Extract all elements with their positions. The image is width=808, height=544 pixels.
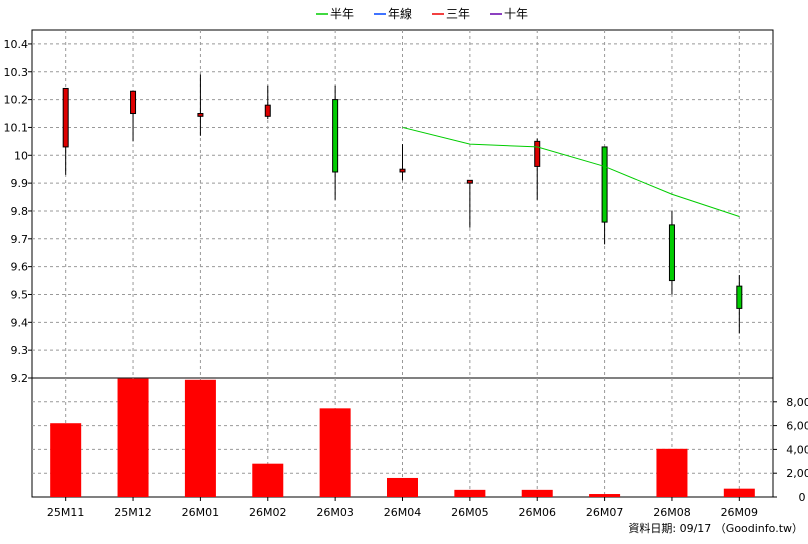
x-tick-label: 26M09 bbox=[721, 506, 759, 519]
legend: 半年 年線 三年 十年 bbox=[316, 6, 528, 21]
volume-bar bbox=[252, 463, 284, 497]
candle-body bbox=[736, 285, 743, 309]
price-y-tick-label: 9.7 bbox=[11, 233, 29, 246]
x-tick-label: 26M06 bbox=[518, 506, 556, 519]
volume-bar bbox=[319, 408, 351, 497]
price-y-tick-label: 9.4 bbox=[11, 316, 29, 329]
volume-y-axis: 0 2,000 4,000 6,000 8,000 bbox=[773, 396, 808, 504]
volume-y-tick-label: 0 bbox=[799, 491, 806, 504]
data-date-footer: 資料日期: 09/17 （Goodinfo.tw） bbox=[628, 521, 803, 535]
price-y-tick-label: 10.2 bbox=[4, 94, 29, 107]
x-tick-label: 26M01 bbox=[182, 506, 220, 519]
price-y-tick-label: 10.3 bbox=[4, 66, 29, 79]
volume-bar bbox=[117, 378, 149, 497]
x-tick-label: 26M03 bbox=[316, 506, 354, 519]
volume-y-tick-label: 6,000 bbox=[786, 420, 808, 433]
candle-body bbox=[264, 104, 271, 117]
candle-body bbox=[332, 99, 339, 173]
candle-body bbox=[534, 140, 541, 167]
price-panel: 9.2 9.3 9.4 9.5 9.6 9.7 9.8 9.9 10 10.1 10.2 10.3 10… bbox=[4, 29, 774, 385]
volume-bar bbox=[589, 494, 621, 497]
x-tick-label: 26M07 bbox=[586, 506, 624, 519]
price-y-tick-label: 9.5 bbox=[11, 288, 29, 301]
volume-bar bbox=[521, 489, 553, 497]
candle-body bbox=[130, 90, 137, 115]
x-tick-label: 26M08 bbox=[653, 506, 691, 519]
ma-line-半年 bbox=[402, 126, 740, 218]
volume-y-tick-label: 2,000 bbox=[786, 467, 808, 480]
candle-body bbox=[466, 179, 473, 184]
volume-panel: 0 2,000 4,000 6,000 8,000 bbox=[31, 377, 808, 504]
candle-body bbox=[62, 87, 69, 148]
volume-bar bbox=[454, 489, 486, 497]
price-y-tick-label: 9.6 bbox=[11, 261, 29, 274]
legend-label: 年線 bbox=[388, 6, 412, 21]
candlesticks bbox=[62, 74, 743, 334]
price-y-axis: 9.2 9.3 9.4 9.5 9.6 9.7 9.8 9.9 10 10.1 10.2 10.3 10… bbox=[4, 38, 32, 385]
candle-body bbox=[601, 146, 608, 223]
volume-bar bbox=[723, 488, 755, 497]
price-y-tick-label: 9.8 bbox=[11, 205, 29, 218]
x-tick-label: 26M05 bbox=[451, 506, 489, 519]
legend-label: 半年 bbox=[330, 7, 354, 21]
x-tick-label: 25M11 bbox=[47, 506, 85, 519]
candle-body bbox=[197, 113, 204, 117]
price-y-tick-label: 9.3 bbox=[11, 344, 29, 357]
volume-bar bbox=[50, 423, 82, 497]
x-tick-label: 26M04 bbox=[384, 506, 422, 519]
candle-body bbox=[668, 224, 675, 282]
volume-y-tick-label: 4,000 bbox=[786, 443, 808, 456]
volume-bars bbox=[50, 378, 755, 497]
candle-body bbox=[399, 168, 406, 173]
price-y-tick-label: 10.1 bbox=[4, 121, 29, 134]
x-axis: 25M11 25M12 26M01 26M02 26M03 26M04 26M05 26M06… bbox=[47, 497, 758, 519]
legend-label: 十年 bbox=[504, 7, 528, 21]
volume-y-tick-label: 8,000 bbox=[786, 396, 808, 409]
x-tick-label: 26M02 bbox=[249, 506, 287, 519]
volume-bar bbox=[184, 379, 216, 497]
price-y-tick-label: 10.4 bbox=[4, 38, 29, 51]
legend-label: 三年 bbox=[446, 7, 470, 21]
price-y-tick-label: 10 bbox=[14, 149, 28, 162]
moving-average-lines bbox=[402, 126, 740, 218]
volume-bar bbox=[387, 477, 418, 497]
price-y-tick-label: 9.2 bbox=[11, 372, 29, 385]
price-y-tick-label: 9.9 bbox=[11, 177, 29, 190]
x-tick-label: 25M12 bbox=[114, 506, 152, 519]
volume-bar bbox=[656, 448, 688, 497]
